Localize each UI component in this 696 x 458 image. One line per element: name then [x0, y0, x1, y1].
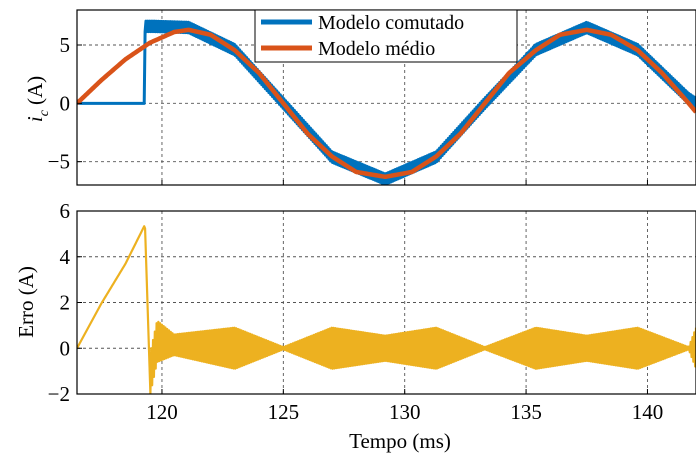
- bottom-x-ticks: 120 125 130 135 140: [146, 400, 663, 424]
- x-tick-label-3: 135: [510, 400, 542, 424]
- bottom-y-tick-label-1: 0: [60, 336, 71, 360]
- bottom-y-tick-label-2: 2: [60, 291, 71, 315]
- bottom-series-group: [77, 225, 696, 394]
- x-axis-label: Tempo (ms): [349, 429, 451, 453]
- bottom-y-tick-label-0: −2: [48, 382, 70, 406]
- x-tick-label-1: 125: [268, 400, 300, 424]
- bottom-series-erro: [77, 225, 696, 394]
- top-y-label-sub: c: [37, 109, 52, 116]
- x-tick-label-2: 130: [389, 400, 421, 424]
- bottom-y-ticks: −2 0 2 4 6: [48, 199, 648, 406]
- x-tick-label-0: 120: [146, 400, 178, 424]
- top-y-tick-label-2: 5: [60, 33, 71, 57]
- bottom-y-tick-label-3: 4: [60, 245, 71, 269]
- bottom-y-tick-label-4: 6: [60, 199, 71, 223]
- bottom-panel: −2 0 2 4 6 120 125 130 135 140 Erro (A) Tempo (m…: [14, 199, 696, 453]
- top-y-axis-label: ic (A): [23, 76, 52, 122]
- legend-box: [254, 9, 518, 63]
- top-y-tick-label-0: −5: [48, 150, 70, 174]
- legend: Modelo comutado Modelo médio: [254, 9, 518, 63]
- x-tick-label-4: 140: [632, 400, 664, 424]
- top-grid: [77, 10, 696, 185]
- top-series-modelo-m-dio: [77, 27, 696, 180]
- legend-label-comutado: Modelo comutado: [318, 12, 464, 34]
- bottom-y-axis-label: Erro (A): [14, 266, 38, 338]
- top-y-label-unit: (A): [23, 76, 47, 105]
- top-y-tick-label-1: 0: [60, 91, 71, 115]
- top-panel: −5 0 5 ic (A) Modelo comutado Modelo médio: [23, 9, 696, 186]
- top-y-ticks: −5 0 5: [48, 33, 648, 185]
- legend-label-medio: Modelo médio: [318, 38, 435, 60]
- top-series-group: [77, 19, 696, 185]
- top-y-label-main: i: [23, 116, 47, 122]
